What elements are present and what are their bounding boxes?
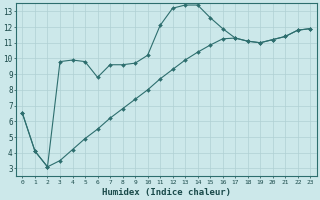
X-axis label: Humidex (Indice chaleur): Humidex (Indice chaleur) (102, 188, 231, 197)
